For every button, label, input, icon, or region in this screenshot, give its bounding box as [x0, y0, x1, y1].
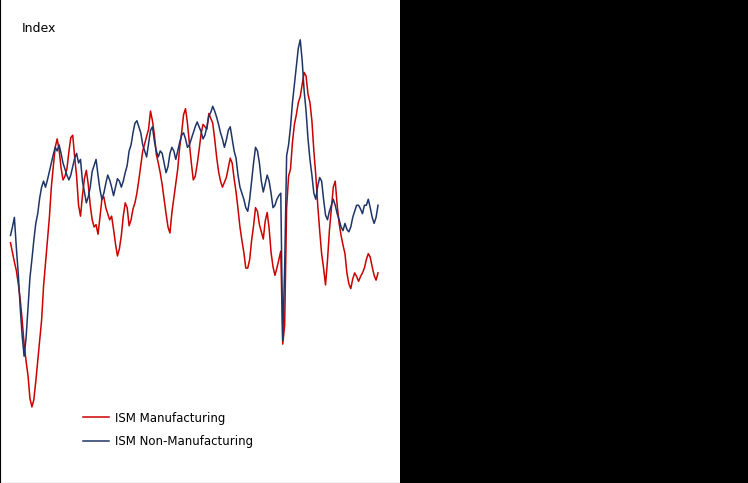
ISM Manufacturing: [113, 253, 122, 259]
ISM Non-Manufacturing: [19, 353, 28, 359]
ISM Manufacturing: [193, 161, 202, 167]
Legend: ISM Manufacturing, ISM Non-Manufacturing: ISM Manufacturing, ISM Non-Manufacturing: [78, 407, 257, 453]
ISM Manufacturing: [119, 213, 128, 219]
ISM Manufacturing: [300, 70, 309, 75]
ISM Manufacturing: [28, 404, 37, 410]
ISM Non-Manufacturing: [6, 232, 15, 238]
ISM Manufacturing: [373, 270, 382, 276]
Line: ISM Manufacturing: ISM Manufacturing: [10, 72, 378, 407]
ISM Non-Manufacturing: [193, 119, 202, 125]
ISM Non-Manufacturing: [119, 178, 128, 184]
ISM Non-Manufacturing: [47, 160, 56, 166]
ISM Non-Manufacturing: [373, 202, 382, 208]
ISM Non-Manufacturing: [175, 140, 184, 145]
ISM Manufacturing: [94, 231, 102, 237]
ISM Manufacturing: [47, 184, 56, 190]
ISM Non-Manufacturing: [295, 37, 304, 43]
ISM Non-Manufacturing: [94, 172, 102, 178]
ISM Manufacturing: [6, 240, 15, 245]
Text: Index: Index: [22, 22, 56, 35]
ISM Manufacturing: [175, 144, 184, 150]
Line: ISM Non-Manufacturing: ISM Non-Manufacturing: [10, 40, 378, 356]
ISM Non-Manufacturing: [113, 176, 122, 182]
